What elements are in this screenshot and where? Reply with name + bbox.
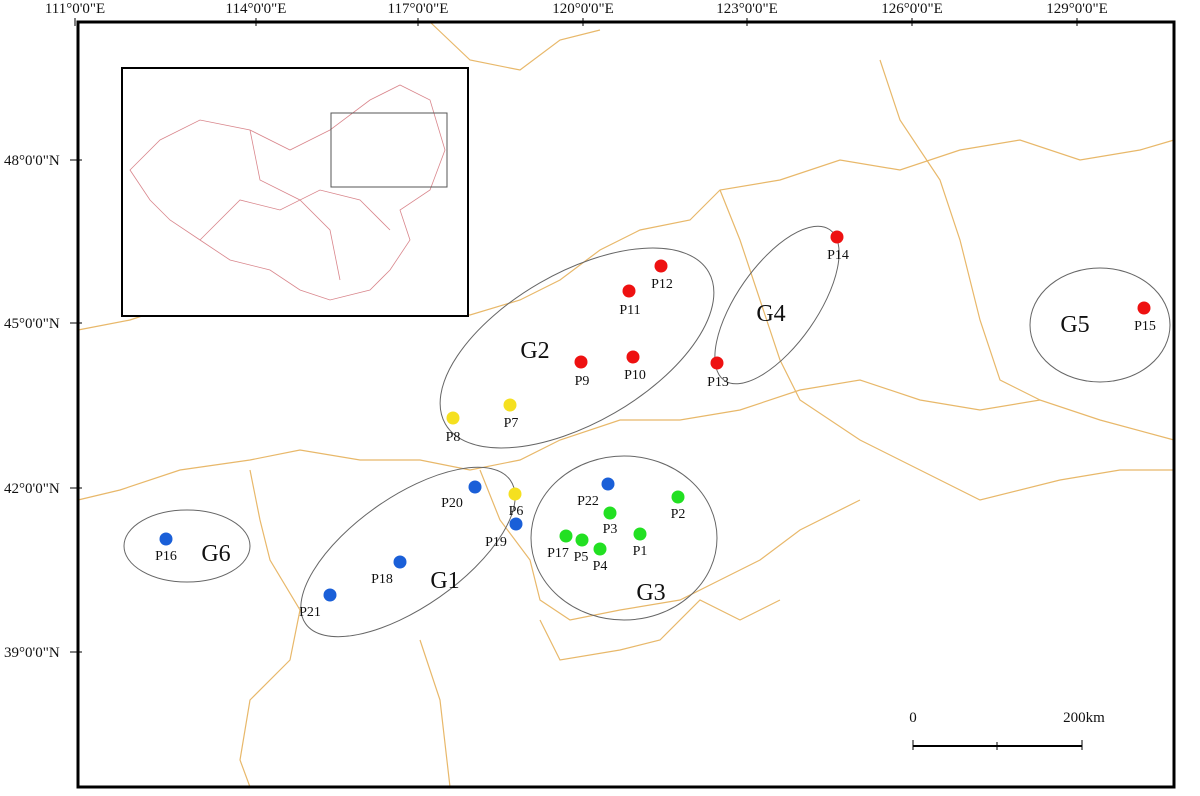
- site-point: [654, 259, 668, 273]
- latitude-label: 45°0'0"N: [4, 316, 60, 332]
- site-point: [574, 355, 588, 369]
- site-label: P2: [671, 507, 686, 522]
- site-point: [503, 398, 517, 412]
- group-label: G2: [520, 338, 549, 364]
- site-point: [323, 588, 337, 602]
- site-label: P12: [651, 277, 673, 292]
- longitude-label: 123°0'0"E: [716, 1, 778, 17]
- site-point: [830, 230, 844, 244]
- latitude-label: 48°0'0"N: [4, 153, 60, 169]
- site-point: [1137, 301, 1151, 315]
- site-label: P14: [827, 248, 849, 263]
- site-point: [671, 490, 685, 504]
- site-point: [603, 506, 617, 520]
- latitude-label: 42°0'0"N: [4, 481, 60, 497]
- site-label: P8: [446, 430, 461, 445]
- site-label: P20: [441, 496, 463, 511]
- site-label: P3: [603, 522, 618, 537]
- longitude-label: 114°0'0"E: [226, 1, 287, 17]
- map-frame: [76, 20, 1176, 789]
- site-label: P21: [299, 605, 321, 620]
- site-point: [468, 480, 482, 494]
- site-label: P17: [547, 546, 569, 561]
- site-label: P22: [577, 494, 599, 509]
- group-label: G1: [430, 568, 459, 594]
- inset-map: [121, 67, 469, 317]
- site-label: P16: [155, 549, 177, 564]
- scale-start: 0: [909, 710, 917, 726]
- group-label: G4: [756, 301, 785, 327]
- site-label: P13: [707, 375, 729, 390]
- group-label: G3: [636, 580, 665, 606]
- site-label: P6: [509, 504, 524, 519]
- site-point: [509, 517, 523, 531]
- site-label: P10: [624, 368, 646, 383]
- group-ellipse: [714, 225, 840, 385]
- site-point: [710, 356, 724, 370]
- site-point: [559, 529, 573, 543]
- longitude-label: 111°0'0"E: [45, 1, 105, 17]
- site-point: [622, 284, 636, 298]
- site-point: [159, 532, 173, 546]
- group-ellipse: [123, 509, 251, 583]
- longitude-label: 120°0'0"E: [552, 1, 614, 17]
- site-point: [626, 350, 640, 364]
- site-label: P18: [371, 572, 393, 587]
- site-label: P4: [593, 559, 608, 574]
- scale-bar: 0 200km: [909, 710, 1105, 750]
- site-point: [601, 477, 615, 491]
- site-point: [633, 527, 647, 541]
- longitude-label: 129°0'0"E: [1046, 1, 1108, 17]
- group-ellipse: [1029, 267, 1171, 383]
- group-label: G5: [1060, 312, 1089, 338]
- site-label: P1: [633, 544, 648, 559]
- site-label: P19: [485, 535, 507, 550]
- site-point: [508, 487, 522, 501]
- site-point: [393, 555, 407, 569]
- site-label: P5: [574, 550, 589, 565]
- scale-end: 200km: [1063, 710, 1105, 726]
- site-label: P7: [504, 416, 519, 431]
- site-label: P11: [619, 303, 640, 318]
- site-point: [593, 542, 607, 556]
- group-ellipse: [439, 247, 715, 449]
- group-ellipse: [300, 466, 516, 638]
- group-ellipse: [530, 455, 718, 621]
- longitude-label: 126°0'0"E: [881, 1, 943, 17]
- province-borders: [77, 21, 1175, 788]
- longitude-label: 117°0'0"E: [388, 1, 449, 17]
- group-label: G6: [201, 541, 230, 567]
- site-point: [446, 411, 460, 425]
- latitude-label: 39°0'0"N: [4, 645, 60, 661]
- site-label: P9: [575, 374, 590, 389]
- site-point: [575, 533, 589, 547]
- site-label: P15: [1134, 319, 1156, 334]
